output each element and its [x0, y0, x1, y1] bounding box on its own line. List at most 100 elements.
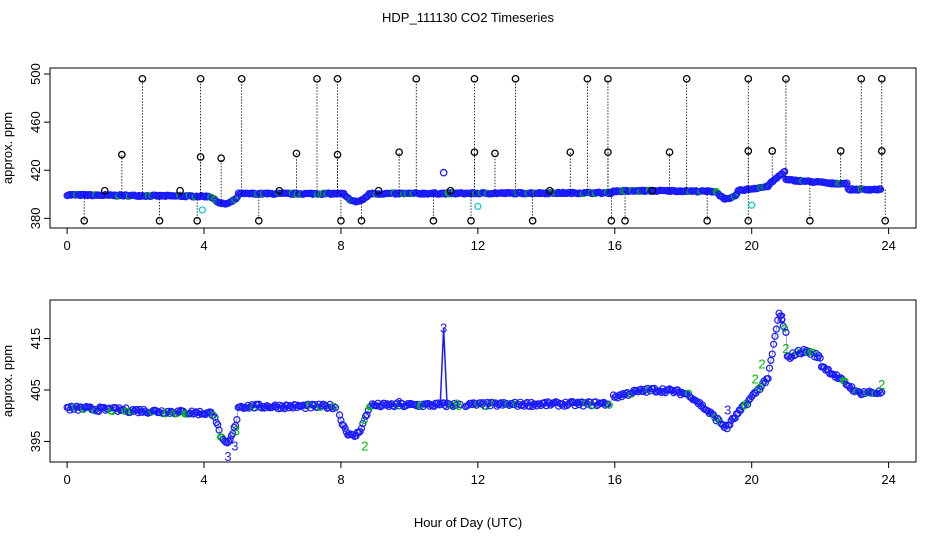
outlier-point	[604, 74, 612, 83]
outlier-point	[357, 216, 366, 225]
outlier-point	[313, 74, 321, 83]
point-label: 2	[878, 377, 885, 392]
data-point	[560, 402, 568, 410]
x-tick-label: 0	[63, 472, 70, 487]
data-point	[878, 388, 886, 396]
data-point	[134, 409, 142, 417]
chart-title: HDP_111130 CO2 Timeseries	[382, 10, 554, 25]
spike-line	[439, 328, 448, 405]
data-point	[876, 389, 885, 397]
data-point	[232, 195, 240, 203]
data-point	[764, 375, 772, 383]
outlier-point	[744, 216, 753, 225]
outlier-point	[836, 147, 845, 155]
outlier-point	[196, 153, 205, 161]
x-tick-label: 12	[471, 238, 485, 253]
data-point	[327, 403, 335, 411]
data-point	[330, 402, 338, 411]
outlier-point	[744, 147, 753, 155]
outlier-point	[491, 149, 499, 158]
plot-frame	[49, 67, 917, 229]
y-tick-label: 415	[28, 328, 43, 350]
y-axis-label: approx. ppm	[0, 345, 15, 417]
series-line	[67, 312, 882, 444]
outlier-point	[768, 147, 777, 155]
data-point	[776, 312, 785, 320]
x-tick-label: 16	[608, 472, 622, 487]
data-point	[226, 436, 234, 444]
outlier-point	[682, 74, 691, 83]
data-point	[753, 386, 761, 394]
data-point	[477, 399, 485, 407]
outlier-point	[470, 74, 479, 83]
outlier-point	[782, 74, 790, 83]
y-axis-label: approx. ppm	[0, 112, 15, 184]
outlier-point	[566, 148, 575, 157]
outlier-point	[292, 149, 301, 158]
data-point	[331, 404, 340, 412]
x-tick-label: 0	[63, 238, 70, 253]
data-point	[765, 364, 774, 372]
x-tick-label: 20	[744, 472, 758, 487]
data-point	[782, 328, 790, 337]
outlier-point	[196, 74, 205, 83]
outlier-point	[333, 74, 342, 83]
x-tick-label: 8	[337, 472, 344, 487]
data-point	[761, 183, 770, 191]
point-label: 3	[224, 449, 231, 464]
data-point	[129, 405, 137, 414]
y-tick-label: 395	[28, 431, 43, 453]
point-label: 2	[361, 439, 368, 454]
outlier-point	[333, 150, 342, 159]
outlier-point	[237, 74, 246, 83]
outlier-point	[254, 216, 263, 225]
outlier-point	[857, 74, 866, 83]
outlier-point	[703, 216, 712, 225]
panel-raw: 0 4 8 12 16 20 24 380 420 460 500 approx. ppm	[0, 63, 917, 253]
outlier-point	[193, 216, 202, 225]
x-tick-label: 8	[337, 238, 344, 253]
point-label: 2	[752, 372, 759, 387]
y-tick-label: 405	[28, 379, 43, 401]
data-point	[768, 350, 776, 358]
outlier-point	[511, 74, 520, 83]
outlier-point	[604, 148, 612, 157]
outlier-point	[217, 154, 225, 163]
data-point	[781, 167, 789, 176]
data-point	[90, 407, 99, 415]
x-tick-label: 12	[471, 472, 485, 487]
data-point	[357, 424, 366, 432]
outlier-point	[374, 186, 383, 195]
outlier-point	[877, 147, 886, 155]
data-point	[770, 340, 778, 348]
y-tick-label: 460	[28, 111, 43, 133]
data-point	[664, 386, 672, 394]
data-point	[757, 382, 765, 391]
x-tick-label: 24	[881, 472, 895, 487]
y-tick-label: 420	[28, 159, 43, 181]
y-tick-label: 380	[28, 208, 43, 230]
outlier-point	[528, 216, 537, 225]
outlier-point	[155, 216, 164, 225]
outlier-point	[744, 74, 753, 83]
outlier-point	[412, 74, 421, 83]
outlier-point	[806, 216, 814, 225]
outlier-point	[429, 216, 438, 225]
point-label: 3	[724, 403, 731, 418]
flag-point	[198, 206, 206, 214]
flag-point	[748, 201, 756, 209]
plot-frame	[49, 299, 917, 463]
outlier-point	[621, 216, 629, 225]
x-tick-label: 24	[881, 238, 895, 253]
outlier-point	[118, 150, 126, 159]
outlier-point	[607, 216, 616, 225]
outlier-point	[467, 216, 475, 225]
point-label: 3	[231, 439, 238, 454]
x-axis-label: Hour of Day (UTC)	[414, 515, 522, 530]
x-tick-label: 4	[200, 472, 207, 487]
data-point	[816, 354, 824, 362]
data-point	[743, 400, 752, 408]
outlier-point	[446, 186, 455, 195]
data-point	[360, 416, 368, 425]
